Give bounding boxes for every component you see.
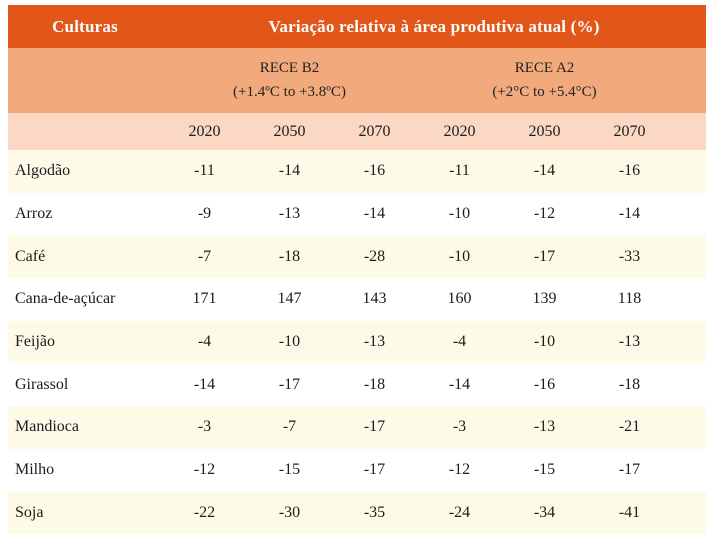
cell-value: -10 bbox=[448, 205, 471, 223]
table-row-cana-de-acucar: Cana-de-açúcar 171 147 143 160 139 118 bbox=[8, 278, 707, 321]
cell-value: -11 bbox=[449, 162, 470, 180]
cell-value: -12 bbox=[533, 205, 556, 223]
crop-label: Cana-de-açúcar bbox=[15, 290, 116, 308]
column-header-culturas: Culturas bbox=[52, 16, 118, 36]
cell-value: -30 bbox=[278, 503, 301, 521]
cell-value: -12 bbox=[193, 461, 216, 479]
cell-value: -15 bbox=[533, 461, 556, 479]
table-row-algodao: Algodão -11 -14 -16 -11 -14 -16 bbox=[8, 150, 707, 193]
cell-value: -4 bbox=[452, 333, 467, 351]
cell-value: -3 bbox=[197, 418, 212, 436]
cell-value: -14 bbox=[448, 375, 471, 393]
cell-value: -14 bbox=[363, 205, 386, 223]
table-row-girassol: Girassol -14 -17 -18 -14 -16 -18 bbox=[8, 363, 707, 407]
cell-value: -7 bbox=[282, 418, 297, 436]
table-row-milho: Milho -12 -15 -17 -12 -15 -17 bbox=[8, 448, 707, 492]
cell-value: -15 bbox=[278, 461, 301, 479]
crops-climate-table: Culturas Variação relativa à área produt… bbox=[8, 5, 707, 534]
cell-value: -3 bbox=[452, 418, 467, 436]
crop-label: Milho bbox=[15, 461, 55, 479]
cell-value: -17 bbox=[363, 461, 386, 479]
crop-label: Soja bbox=[15, 503, 44, 521]
cell-value: -10 bbox=[278, 333, 301, 351]
cell-value: -17 bbox=[278, 375, 301, 393]
cell-value: -18 bbox=[363, 375, 386, 393]
cell-value: -14 bbox=[278, 162, 301, 180]
cell-value: -12 bbox=[448, 461, 471, 479]
cell-value: -18 bbox=[278, 247, 301, 265]
cell-value: -9 bbox=[197, 205, 212, 223]
table-row-feijao: Feijão -4 -10 -13 -4 -10 -13 bbox=[8, 320, 707, 364]
cell-value: -16 bbox=[533, 375, 556, 393]
cell-value: -14 bbox=[533, 162, 556, 180]
crop-label: Arroz bbox=[15, 205, 53, 223]
cell-value: 143 bbox=[362, 290, 387, 308]
cell-value: -14 bbox=[618, 205, 641, 223]
cell-value: -22 bbox=[193, 503, 216, 521]
cell-value: -10 bbox=[448, 247, 471, 265]
cell-value: 118 bbox=[617, 290, 642, 308]
table-row-cafe: Café -7 -18 -28 -10 -17 -33 bbox=[8, 235, 707, 279]
cell-value: -13 bbox=[278, 205, 301, 223]
scenario-rece-a2-range: (+2°C to +5.4°C) bbox=[492, 83, 597, 100]
scenario-rece-b2-range: (+1.4ºC to +3.8ºC) bbox=[233, 83, 346, 100]
crop-label: Mandioca bbox=[15, 418, 79, 436]
year-header: 2070 bbox=[613, 122, 646, 140]
cell-value: -10 bbox=[533, 333, 556, 351]
table-row-arroz: Arroz -9 -13 -14 -10 -12 -14 bbox=[8, 192, 707, 236]
cell-value: 139 bbox=[532, 290, 557, 308]
cell-value: -17 bbox=[618, 461, 641, 479]
year-spacer-cell bbox=[8, 113, 162, 150]
year-header: 2070 bbox=[358, 122, 391, 140]
cell-value: -4 bbox=[197, 333, 212, 351]
cell-value: -17 bbox=[533, 247, 556, 265]
crop-label: Feijão bbox=[15, 333, 55, 351]
year-header: 2050 bbox=[273, 122, 306, 140]
year-header: 2050 bbox=[528, 122, 561, 140]
year-header-row: 2020 2050 2070 2020 2050 2070 bbox=[8, 113, 707, 150]
scenario-rece-b2-cell: RECE B2 (+1.4ºC to +3.8ºC) bbox=[162, 48, 417, 113]
cell-value: 171 bbox=[192, 290, 217, 308]
scenario-spacer-cell bbox=[8, 48, 162, 113]
cell-value: -16 bbox=[363, 162, 386, 180]
table-row-mandioca: Mandioca -3 -7 -17 -3 -13 -21 bbox=[8, 406, 707, 449]
cell-value: -18 bbox=[618, 375, 641, 393]
year-filler-cell bbox=[672, 113, 706, 150]
scenario-rece-b2-name: RECE B2 bbox=[259, 60, 320, 77]
cell-value: -13 bbox=[533, 418, 556, 436]
cell-value: -35 bbox=[363, 503, 386, 521]
table-title: Variação relativa à área produtiva atual… bbox=[268, 16, 600, 36]
cell-value: -11 bbox=[194, 162, 215, 180]
scenario-filler-cell bbox=[672, 48, 706, 113]
cell-value: -13 bbox=[618, 333, 641, 351]
cell-value: -13 bbox=[363, 333, 386, 351]
cell-value: 160 bbox=[447, 290, 472, 308]
cell-value: -33 bbox=[618, 247, 641, 265]
cell-value: -28 bbox=[363, 247, 386, 265]
cell-value: -17 bbox=[363, 418, 386, 436]
cell-value: -21 bbox=[618, 418, 641, 436]
scenario-header-row: RECE B2 (+1.4ºC to +3.8ºC) RECE A2 (+2°C… bbox=[8, 48, 707, 113]
cell-value: -41 bbox=[618, 503, 641, 521]
crop-label: Café bbox=[15, 247, 46, 265]
cell-value: -34 bbox=[533, 503, 556, 521]
crop-label: Algodão bbox=[15, 162, 71, 180]
cell-value: -24 bbox=[448, 503, 471, 521]
table-row-soja: Soja -22 -30 -35 -24 -34 -41 bbox=[8, 491, 707, 534]
crop-label: Girassol bbox=[15, 375, 69, 393]
scenario-rece-a2-name: RECE A2 bbox=[514, 60, 575, 77]
cell-value: -7 bbox=[197, 247, 212, 265]
cell-value: 147 bbox=[277, 290, 302, 308]
scenario-rece-a2-cell: RECE A2 (+2°C to +5.4°C) bbox=[417, 48, 672, 113]
cell-value: -14 bbox=[193, 375, 216, 393]
year-header: 2020 bbox=[443, 122, 476, 140]
year-header: 2020 bbox=[188, 122, 221, 140]
table-header-row: Culturas Variação relativa à área produt… bbox=[8, 5, 707, 48]
cell-value: -16 bbox=[618, 162, 641, 180]
